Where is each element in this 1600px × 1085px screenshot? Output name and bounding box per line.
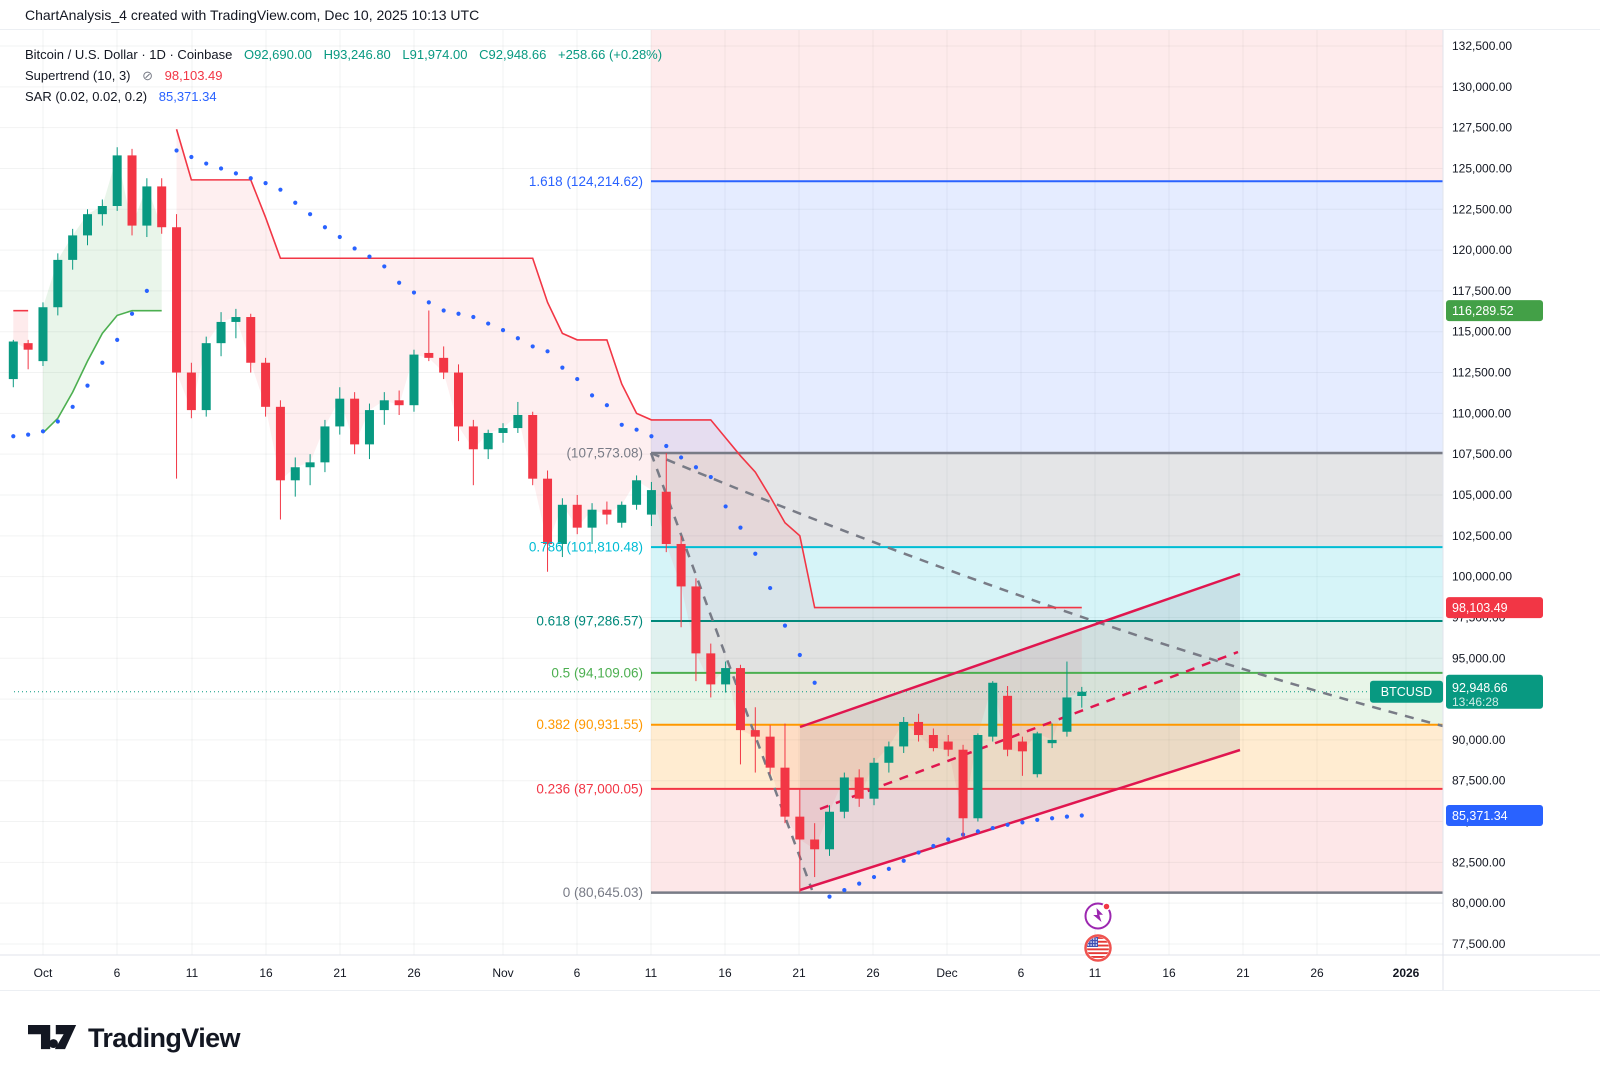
supertrend-fill-down (176, 129, 1082, 850)
svg-text:117,500.00: 117,500.00 (1452, 284, 1511, 298)
ohlc-high: H93,246.80 (323, 47, 391, 62)
svg-text:13:46:28: 13:46:28 (1452, 695, 1499, 709)
economic-event-us-flag[interactable] (1084, 934, 1112, 962)
sar-value: 85,371.34 (158, 89, 217, 104)
svg-text:115,000.00: 115,000.00 (1452, 325, 1511, 339)
circle-slash-icon: ⊘ (142, 68, 154, 83)
svg-text:11: 11 (645, 966, 658, 980)
svg-text:102,500.00: 102,500.00 (1452, 529, 1512, 543)
svg-text:21: 21 (333, 966, 347, 980)
svg-text:Oct: Oct (34, 966, 53, 980)
svg-text:0.618 (97,286.57): 0.618 (97,286.57) (536, 613, 643, 628)
svg-text:120,000.00: 120,000.00 (1452, 243, 1512, 257)
svg-text:26: 26 (1310, 966, 1324, 980)
svg-text:16: 16 (259, 966, 273, 980)
svg-text:98,103.49: 98,103.49 (1452, 601, 1508, 615)
economic-event-lightning[interactable] (1084, 902, 1112, 930)
sar-legend-row[interactable]: SAR (0.02, 0.02, 0.2) 85,371.34 (25, 86, 662, 107)
svg-text:Nov: Nov (492, 966, 513, 980)
svg-text:122,500.00: 122,500.00 (1452, 202, 1512, 216)
ohlc-close: C92,948.66 (479, 47, 547, 62)
svg-text:132,500.00: 132,500.00 (1452, 39, 1512, 53)
svg-text:107,500.00: 107,500.00 (1452, 447, 1512, 461)
svg-text:6: 6 (574, 966, 581, 980)
fib-zones (651, 30, 1443, 893)
svg-text:112,500.00: 112,500.00 (1452, 366, 1511, 380)
svg-text:1.618 (124,214.62): 1.618 (124,214.62) (529, 174, 643, 189)
svg-text:6: 6 (1018, 966, 1025, 980)
svg-text:Dec: Dec (936, 966, 957, 980)
svg-text:85,371.34: 85,371.34 (1452, 809, 1508, 823)
chart-header: ChartAnalysis_4 created with TradingView… (0, 0, 1600, 30)
symbol-price-tag: BTCUSD (1381, 685, 1432, 699)
svg-text:90,000.00: 90,000.00 (1452, 733, 1506, 747)
svg-text:110,000.00: 110,000.00 (1452, 406, 1511, 420)
svg-text:80,000.00: 80,000.00 (1452, 896, 1506, 910)
svg-text:26: 26 (866, 966, 880, 980)
svg-text:0.236 (87,000.05): 0.236 (87,000.05) (536, 781, 643, 796)
svg-text:(107,573.08): (107,573.08) (566, 445, 643, 460)
svg-text:82,500.00: 82,500.00 (1452, 855, 1506, 869)
svg-text:100,000.00: 100,000.00 (1452, 570, 1512, 584)
svg-text:2026: 2026 (1393, 966, 1420, 980)
footer-bar: TradingView (0, 990, 1600, 1085)
indicator-legend: Bitcoin / U.S. Dollar · 1D · Coinbase O9… (25, 44, 662, 107)
sar-dots (11, 148, 1084, 899)
svg-text:92,948.66: 92,948.66 (1452, 681, 1508, 695)
svg-text:21: 21 (792, 966, 806, 980)
svg-text:130,000.00: 130,000.00 (1452, 80, 1512, 94)
chart-title: ChartAnalysis_4 created with TradingView… (25, 7, 480, 23)
tradingview-logo-icon[interactable] (28, 1022, 78, 1054)
svg-text:95,000.00: 95,000.00 (1452, 651, 1506, 665)
supertrend-legend-row[interactable]: Supertrend (10, 3) ⊘ 98,103.49 (25, 65, 662, 86)
ascending-channel[interactable] (799, 572, 1241, 892)
svg-text:16: 16 (718, 966, 732, 980)
tradingview-wordmark[interactable]: TradingView (88, 1022, 241, 1053)
supertrend-value: 98,103.49 (164, 68, 223, 83)
svg-text:0.5 (94,109.06): 0.5 (94,109.06) (551, 665, 643, 680)
svg-text:87,500.00: 87,500.00 (1452, 774, 1506, 788)
grid-lines (0, 30, 1443, 955)
svg-text:0 (80,645.03): 0 (80,645.03) (563, 885, 643, 900)
fib-level-labels: 1.618 (124,214.62) (107,573.08) 0.786 (101… (529, 174, 643, 900)
svg-text:127,500.00: 127,500.00 (1452, 121, 1512, 135)
supertrend-name: Supertrend (10, 3) (25, 68, 131, 83)
supertrend-fill-up (42, 155, 162, 433)
ohlc-low: L91,974.00 (402, 47, 468, 62)
time-axis[interactable]: Oct 6 11 16 21 26 Nov 6 11 16 21 26 Dec 6 11 16 21 26 2026 (34, 966, 1420, 980)
svg-text:6: 6 (114, 966, 121, 980)
svg-text:77,500.00: 77,500.00 (1452, 937, 1506, 951)
price-badges: 116,289.52 98,103.49 BTCUSD 92,948.6613:46:… (1370, 300, 1543, 826)
svg-text:116,289.52: 116,289.52 (1452, 304, 1514, 318)
symbol-name: Bitcoin / U.S. Dollar · 1D · Coinbase (25, 47, 233, 62)
svg-text:125,000.00: 125,000.00 (1452, 161, 1512, 175)
supertrend-fill-pre (13, 310, 29, 350)
supertrend-line (13, 129, 1082, 609)
svg-text:105,000.00: 105,000.00 (1452, 488, 1512, 502)
candlesticks (8, 147, 1087, 893)
svg-text:11: 11 (186, 966, 199, 980)
svg-text:0.382 (90,931.55): 0.382 (90,931.55) (536, 717, 643, 732)
svg-text:21: 21 (1236, 966, 1250, 980)
ohlc-open: O92,690.00 (243, 47, 312, 62)
sar-name: SAR (0.02, 0.02, 0.2) (25, 89, 148, 104)
svg-text:16: 16 (1162, 966, 1176, 980)
svg-text:11: 11 (1089, 966, 1102, 980)
svg-text:26: 26 (407, 966, 421, 980)
symbol-legend-row[interactable]: Bitcoin / U.S. Dollar · 1D · Coinbase O9… (25, 44, 662, 65)
ohlc-change: +258.66 (+0.28%) (557, 47, 663, 62)
fib-level-lines[interactable] (651, 180, 1443, 894)
channel-fill (800, 574, 1240, 890)
svg-text:0.786 (101,810.48): 0.786 (101,810.48) (529, 540, 643, 555)
